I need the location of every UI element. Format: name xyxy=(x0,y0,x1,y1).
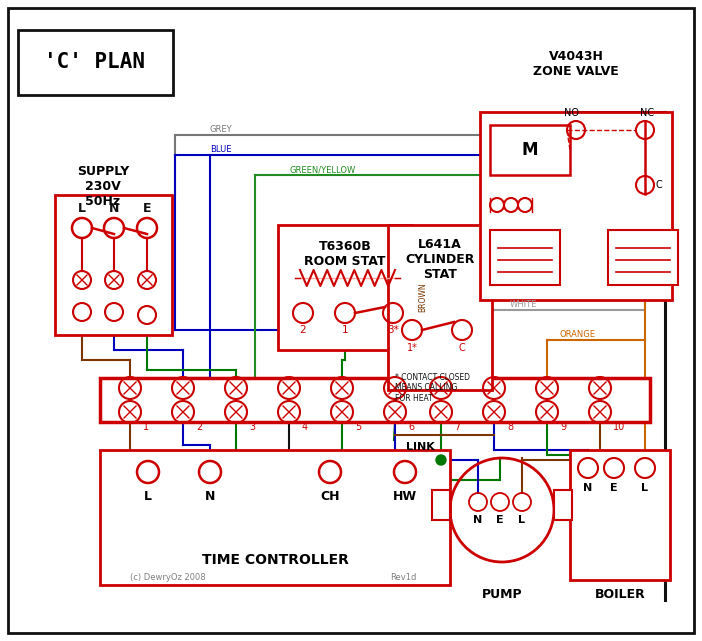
Text: 1*: 1* xyxy=(406,343,418,353)
Text: GREEN/YELLOW: GREEN/YELLOW xyxy=(290,165,356,174)
Text: N: N xyxy=(583,483,592,493)
Text: * CONTACT CLOSED
MEANS CALLING
FOR HEAT: * CONTACT CLOSED MEANS CALLING FOR HEAT xyxy=(395,373,470,403)
Text: N: N xyxy=(109,201,119,215)
Text: HW: HW xyxy=(393,490,417,503)
Text: TIME CONTROLLER: TIME CONTROLLER xyxy=(201,553,348,567)
Text: NO: NO xyxy=(564,108,579,118)
FancyBboxPatch shape xyxy=(100,450,450,585)
Text: T6360B
ROOM STAT: T6360B ROOM STAT xyxy=(304,240,386,268)
FancyBboxPatch shape xyxy=(8,8,694,633)
FancyBboxPatch shape xyxy=(432,490,450,520)
FancyBboxPatch shape xyxy=(278,225,412,350)
Text: 2: 2 xyxy=(196,422,202,432)
Text: M: M xyxy=(522,141,538,159)
FancyBboxPatch shape xyxy=(608,230,678,285)
Text: L641A
CYLINDER
STAT: L641A CYLINDER STAT xyxy=(405,238,475,281)
Text: E: E xyxy=(496,515,504,525)
FancyBboxPatch shape xyxy=(100,378,650,422)
FancyBboxPatch shape xyxy=(55,195,172,335)
Text: GREY: GREY xyxy=(210,125,232,134)
Text: L: L xyxy=(519,515,526,525)
Text: WHITE: WHITE xyxy=(510,300,537,309)
Text: (c) DewryOz 2008: (c) DewryOz 2008 xyxy=(130,574,206,583)
Text: Rev1d: Rev1d xyxy=(390,574,416,583)
Text: PUMP: PUMP xyxy=(482,588,522,601)
FancyBboxPatch shape xyxy=(570,450,670,580)
Text: N: N xyxy=(205,490,216,503)
Text: E: E xyxy=(610,483,618,493)
Text: BROWN: BROWN xyxy=(418,283,427,312)
Text: 7: 7 xyxy=(454,422,461,432)
Text: V4043H
ZONE VALVE: V4043H ZONE VALVE xyxy=(533,50,619,78)
FancyBboxPatch shape xyxy=(18,30,173,95)
Text: 1: 1 xyxy=(342,325,348,335)
FancyBboxPatch shape xyxy=(490,125,570,175)
Text: 5: 5 xyxy=(355,422,362,432)
Text: C: C xyxy=(656,180,663,190)
Text: 8: 8 xyxy=(507,422,513,432)
Text: ORANGE: ORANGE xyxy=(560,330,596,339)
FancyBboxPatch shape xyxy=(490,230,560,285)
Text: BLUE: BLUE xyxy=(210,145,232,154)
Text: CH: CH xyxy=(320,490,340,503)
Text: 3*: 3* xyxy=(387,325,399,335)
Text: 'C' PLAN: 'C' PLAN xyxy=(44,52,145,72)
Circle shape xyxy=(436,455,446,465)
Text: 4: 4 xyxy=(302,422,308,432)
Text: NC: NC xyxy=(640,108,654,118)
Text: N: N xyxy=(473,515,483,525)
FancyBboxPatch shape xyxy=(554,490,572,520)
Text: L: L xyxy=(642,483,649,493)
Text: C: C xyxy=(458,343,465,353)
Text: 9: 9 xyxy=(560,422,566,432)
FancyBboxPatch shape xyxy=(388,225,492,390)
Text: L: L xyxy=(144,490,152,503)
FancyBboxPatch shape xyxy=(480,112,672,300)
Text: 1: 1 xyxy=(143,422,149,432)
Text: LINK: LINK xyxy=(406,442,435,452)
Text: 2: 2 xyxy=(300,325,306,335)
Text: E: E xyxy=(143,201,151,215)
Text: 6: 6 xyxy=(408,422,414,432)
Text: 3: 3 xyxy=(249,422,255,432)
Text: 10: 10 xyxy=(613,422,625,432)
Text: SUPPLY
230V
50Hz: SUPPLY 230V 50Hz xyxy=(77,165,129,208)
Text: L: L xyxy=(78,201,86,215)
Text: BOILER: BOILER xyxy=(595,588,645,601)
